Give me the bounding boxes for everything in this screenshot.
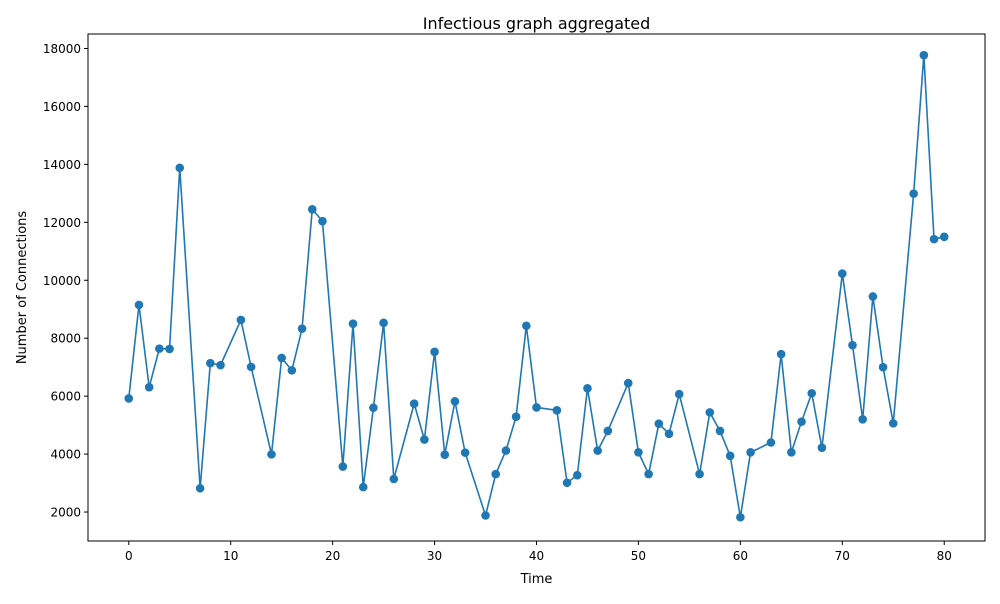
data-point xyxy=(583,384,592,393)
data-point xyxy=(358,482,368,492)
data-point xyxy=(634,448,643,457)
data-point xyxy=(195,483,205,493)
data-point xyxy=(450,397,460,406)
x-tick-label: 60 xyxy=(733,549,748,563)
data-point xyxy=(522,321,531,331)
data-point xyxy=(644,469,653,479)
data-point xyxy=(307,204,317,214)
data-point xyxy=(511,412,521,422)
x-tick-label: 50 xyxy=(631,549,646,563)
data-point xyxy=(420,435,429,444)
y-tick-label: 18000 xyxy=(43,42,81,56)
data-point xyxy=(175,163,185,173)
y-tick-label: 12000 xyxy=(43,216,81,230)
data-point xyxy=(746,448,755,457)
data-point xyxy=(155,344,164,353)
data-point xyxy=(858,415,867,424)
x-tick-label: 10 xyxy=(223,549,238,563)
data-point xyxy=(572,470,582,480)
data-point xyxy=(807,388,817,398)
data-point xyxy=(532,403,541,412)
data-point xyxy=(797,417,806,426)
data-point xyxy=(338,462,348,471)
data-point xyxy=(736,512,745,522)
x-tick-label: 30 xyxy=(427,549,442,563)
data-point xyxy=(909,189,918,198)
data-point xyxy=(766,438,776,447)
data-point xyxy=(674,389,684,399)
y-axis-label: Number of Connections xyxy=(15,211,30,365)
chart-title: Infectious graph aggregated xyxy=(423,14,651,33)
data-point xyxy=(144,382,154,392)
plot-frame xyxy=(87,33,986,542)
data-point xyxy=(562,478,572,488)
data-point xyxy=(481,511,490,520)
data-point xyxy=(318,216,327,226)
y-tick-label: 2000 xyxy=(50,506,81,520)
y-tick-label: 6000 xyxy=(50,390,81,404)
y-axis-ticks: 2000 4000 6000 8000 10000 12000 14000 16000 1800… xyxy=(43,42,88,520)
data-point xyxy=(460,448,470,457)
y-tick-label: 16000 xyxy=(43,100,81,114)
data-point xyxy=(124,394,134,403)
data-point xyxy=(379,318,388,328)
data-point xyxy=(725,451,735,461)
data-point xyxy=(348,319,358,329)
data-point xyxy=(654,419,664,428)
y-tick-label: 8000 xyxy=(50,332,81,346)
data-point xyxy=(287,366,297,375)
x-tick-label: 80 xyxy=(937,549,952,563)
data-point xyxy=(369,403,378,413)
y-tick-label: 4000 xyxy=(50,448,81,462)
x-tick-label: 20 xyxy=(325,549,340,563)
y-tick-label: 14000 xyxy=(43,158,81,172)
data-point xyxy=(501,446,511,455)
data-point xyxy=(236,315,246,325)
data-point xyxy=(623,378,633,388)
data-point xyxy=(246,362,256,372)
data-point xyxy=(603,426,613,436)
data-point xyxy=(552,406,562,415)
data-point xyxy=(705,408,715,417)
data-point xyxy=(267,450,276,459)
data-point xyxy=(277,353,286,363)
data-point xyxy=(715,426,725,436)
data-point xyxy=(389,474,399,484)
data-point xyxy=(888,419,898,428)
data-point xyxy=(216,360,225,370)
data-point xyxy=(297,324,307,333)
data-point xyxy=(430,347,439,357)
data-point xyxy=(695,469,704,479)
data-point xyxy=(593,446,602,455)
data-point xyxy=(848,340,857,350)
data-point xyxy=(491,469,501,479)
data-point xyxy=(165,344,174,354)
x-axis-ticks: 0 10 20 30 40 50 60 70 80 xyxy=(125,541,952,563)
series-layer xyxy=(124,50,949,522)
data-point xyxy=(206,358,215,368)
data-point xyxy=(134,300,144,310)
data-point xyxy=(939,232,949,242)
x-tick-label: 70 xyxy=(835,549,850,563)
data-point xyxy=(919,50,929,60)
y-tick-label: 10000 xyxy=(43,274,81,288)
data-point xyxy=(787,448,796,457)
x-tick-label: 40 xyxy=(529,549,544,563)
data-point xyxy=(440,450,450,459)
data-point xyxy=(817,443,827,453)
data-point xyxy=(664,429,674,439)
data-point xyxy=(838,269,847,278)
x-axis-label: Time xyxy=(520,572,553,587)
data-point xyxy=(929,234,939,244)
data-point xyxy=(878,362,888,372)
data-point xyxy=(868,292,878,301)
data-point xyxy=(776,349,786,359)
data-point xyxy=(409,399,419,408)
x-tick-label: 0 xyxy=(125,549,133,563)
